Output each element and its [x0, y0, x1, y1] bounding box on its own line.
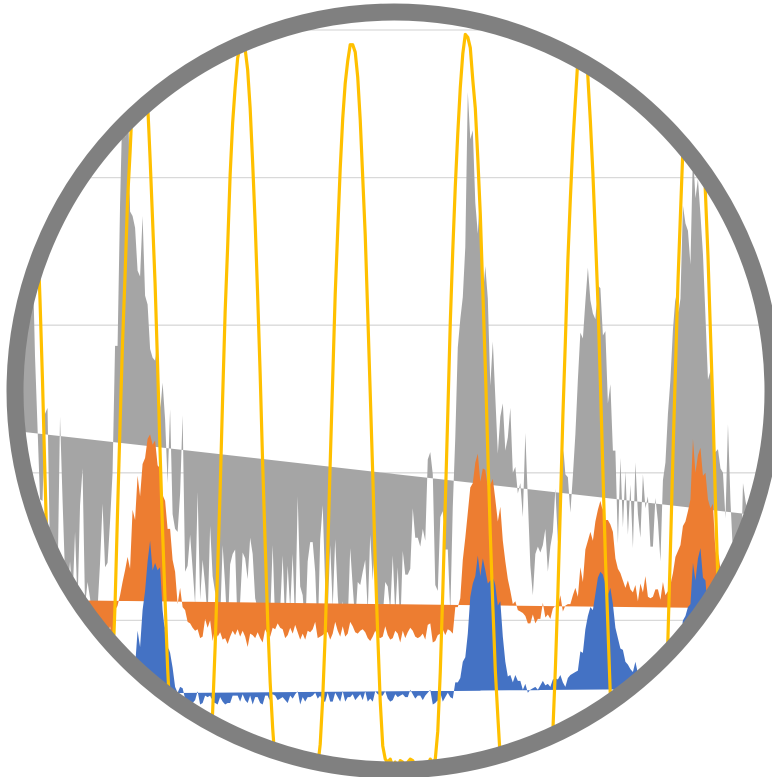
area-series-3 — [22, 62, 748, 637]
area-series-2 — [22, 434, 761, 652]
circular-frame-ring — [6, 3, 772, 779]
